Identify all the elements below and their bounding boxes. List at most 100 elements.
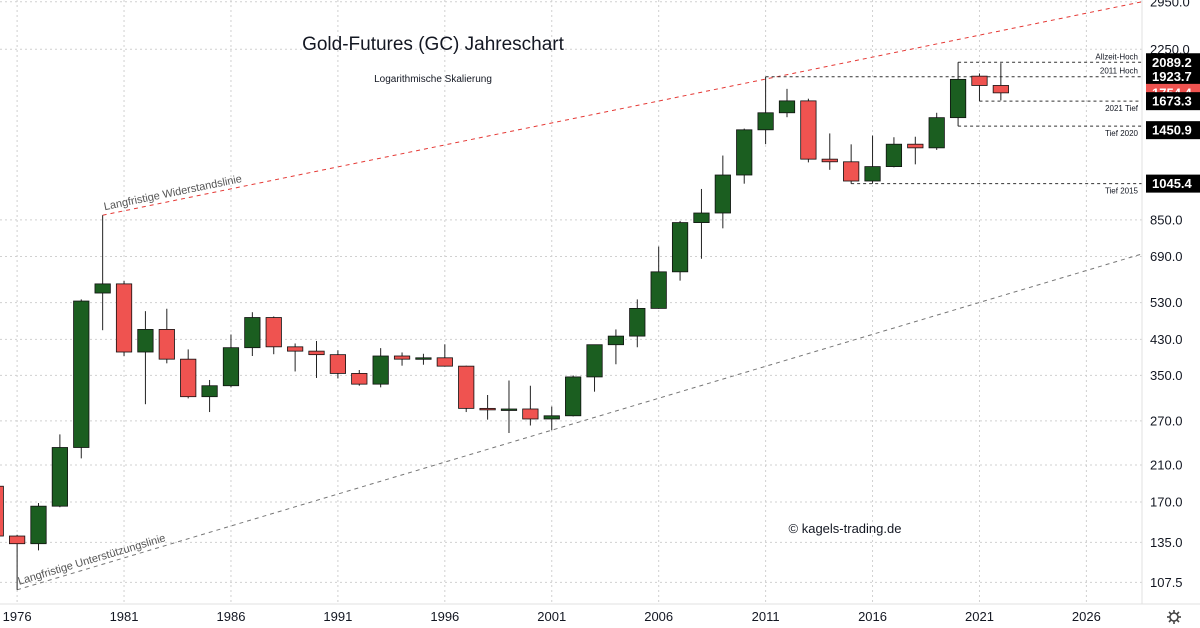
resistance-line-label: Langfristige Widerstandslinie	[103, 173, 243, 213]
candle-body-2015	[843, 161, 860, 182]
y-tick-270.0: 270.0	[1150, 413, 1183, 428]
candle-body-2003	[586, 344, 603, 378]
candle-2014	[821, 133, 838, 170]
candle-2018	[907, 136, 924, 165]
x-tick-2026: 2026	[1072, 609, 1101, 624]
x-tick-1976: 1976	[3, 609, 32, 624]
candle-body-1997	[458, 365, 475, 409]
x-tick-1991: 1991	[323, 609, 352, 624]
price-badge-1045.4: 1045.4	[1146, 174, 1200, 193]
y-tick-210.0: 210.0	[1150, 457, 1183, 472]
candle-1987	[244, 312, 261, 357]
x-tick-2006: 2006	[644, 609, 673, 624]
price-badge-bg-2089.2	[1146, 53, 1200, 72]
candle-2009	[714, 155, 731, 229]
price-badge-text-1923.7: 1923.7	[1152, 69, 1192, 84]
candle-body-2004	[607, 335, 625, 346]
x-tick-1986: 1986	[217, 609, 246, 624]
candle-body-1978	[51, 447, 68, 507]
candle-body-2000	[522, 408, 539, 420]
candle-2022	[992, 63, 1009, 101]
candle-body-1975	[0, 485, 4, 537]
candle-body-1986	[222, 347, 240, 387]
settings-gear-icon[interactable]	[1167, 610, 1181, 624]
price-badge-1923.7: 1923.7	[1146, 67, 1200, 86]
candle-body-1989	[287, 346, 304, 352]
candle-2016	[864, 135, 881, 184]
grid-layer	[0, 0, 1142, 604]
candle-body-1987	[244, 317, 261, 349]
candle-2013	[800, 98, 817, 163]
candle-1998	[479, 395, 496, 420]
candle-body-1996	[436, 357, 453, 367]
candle-body-1991	[329, 354, 346, 374]
candle-1991	[329, 350, 346, 379]
support-trendline	[16, 253, 1143, 591]
level-annotation-1450.9: Tief 2020	[1105, 129, 1139, 138]
level-annotation-1923.7: 2011 Hoch	[1100, 67, 1138, 76]
candle-1979	[73, 299, 90, 459]
candle-1999	[500, 380, 518, 433]
candle-1983	[158, 308, 175, 364]
candle-1988	[265, 316, 282, 355]
candle-body-1988	[265, 317, 282, 348]
y-tick-690.0: 690.0	[1150, 249, 1183, 264]
candle-2005	[629, 299, 646, 348]
candle-2011	[757, 76, 774, 145]
price-badge-text-1673.3: 1673.3	[1152, 94, 1192, 109]
candle-1978	[51, 434, 68, 508]
candle-1992	[351, 369, 368, 386]
candle-1994	[393, 352, 411, 366]
candle-body-2016	[864, 166, 881, 182]
level-annotation-2089.2: Allzeit-Hoch	[1095, 52, 1138, 61]
candle-2008	[693, 188, 710, 259]
candle-body-1977	[30, 505, 47, 545]
price-badge-bg-1673.3	[1146, 92, 1200, 111]
y-tick-530.0: 530.0	[1150, 295, 1183, 310]
candles-layer	[0, 62, 1009, 590]
candle-1995	[415, 353, 432, 365]
candle-body-2006	[650, 271, 667, 309]
y-tick-135.0: 135.0	[1150, 535, 1183, 550]
candle-body-2005	[629, 307, 646, 337]
chart-title: Gold-Futures (GC) Jahreschart	[302, 34, 565, 55]
candle-body-2014	[821, 158, 838, 163]
text-layer: Gold-Futures (GC) Jahreschart Logarithmi…	[302, 34, 901, 536]
candle-1986	[222, 334, 240, 388]
x-tick-2001: 2001	[537, 609, 566, 624]
candle-1990	[308, 340, 325, 378]
x-tick-1996: 1996	[430, 609, 459, 624]
candle-2012	[778, 88, 796, 118]
candle-body-1985	[201, 385, 218, 398]
candle-2006	[650, 246, 667, 309]
price-badge-bg-1450.9	[1146, 121, 1200, 140]
candle-2007	[671, 220, 689, 281]
candle-1993	[372, 348, 389, 388]
candle-body-2002	[565, 376, 582, 417]
candle-body-2011	[757, 112, 774, 131]
time-axis-panel	[0, 604, 1200, 628]
candle-1985	[201, 379, 218, 413]
price-badge-2089.2: 2089.2	[1146, 53, 1200, 72]
candle-2021	[971, 73, 988, 102]
candle-body-1980	[94, 283, 111, 294]
candle-body-2008	[693, 212, 710, 223]
candle-body-1983	[158, 329, 175, 360]
y-tick-430.0: 430.0	[1150, 332, 1183, 347]
candle-2004	[607, 329, 625, 365]
resistance-trendline	[102, 1, 1143, 216]
candle-body-2010	[736, 129, 753, 176]
candle-1982	[137, 311, 154, 405]
candle-1997	[458, 365, 475, 413]
candle-1996	[436, 344, 453, 367]
y-tick-170.0: 170.0	[1150, 494, 1183, 509]
candle-body-2001	[543, 415, 560, 420]
candle-body-2019	[928, 117, 945, 149]
x-tick-2011: 2011	[752, 609, 780, 624]
candle-2019	[928, 112, 945, 150]
candle-body-1981	[115, 283, 133, 353]
candle-body-2013	[800, 100, 817, 160]
